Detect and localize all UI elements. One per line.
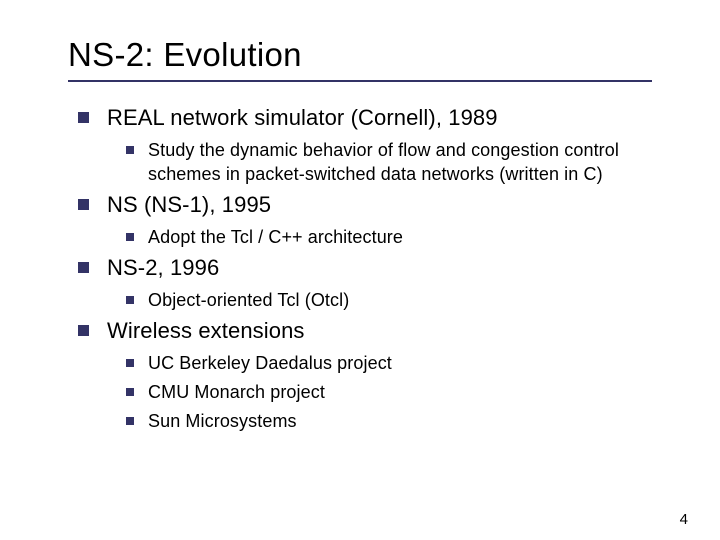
l2-text: Adopt the Tcl / C++ architecture	[148, 225, 403, 249]
page-number: 4	[680, 511, 688, 528]
l1-text: NS-2, 1996	[107, 254, 219, 283]
l2-text: UC Berkeley Daedalus project	[148, 351, 392, 375]
bullet-icon	[126, 146, 134, 154]
bullet-icon	[126, 388, 134, 396]
slide-content: REAL network simulator (Cornell), 1989 S…	[68, 104, 652, 433]
slide: NS-2: Evolution REAL network simulator (…	[0, 0, 720, 540]
bullet-icon	[126, 233, 134, 241]
list-item: Sun Microsystems	[126, 409, 652, 433]
l1-text: NS (NS-1), 1995	[107, 191, 271, 220]
l1-text: REAL network simulator (Cornell), 1989	[107, 104, 498, 133]
slide-title: NS-2: Evolution	[68, 36, 652, 74]
list-item: Object-oriented Tcl (Otcl)	[126, 288, 652, 312]
bullet-icon	[78, 199, 89, 210]
list-item: REAL network simulator (Cornell), 1989	[78, 104, 652, 133]
bullet-icon	[126, 417, 134, 425]
l2-text: Object-oriented Tcl (Otcl)	[148, 288, 349, 312]
list-item: Study the dynamic behavior of flow and c…	[126, 138, 652, 187]
list-item: Adopt the Tcl / C++ architecture	[126, 225, 652, 249]
bullet-icon	[78, 112, 89, 123]
list-item: NS (NS-1), 1995	[78, 191, 652, 220]
bullet-icon	[78, 325, 89, 336]
l2-text: Sun Microsystems	[148, 409, 297, 433]
bullet-icon	[78, 262, 89, 273]
l2-text: CMU Monarch project	[148, 380, 325, 404]
title-underline	[68, 80, 652, 82]
list-item: CMU Monarch project	[126, 380, 652, 404]
bullet-icon	[126, 359, 134, 367]
l1-text: Wireless extensions	[107, 317, 305, 346]
list-item: NS-2, 1996	[78, 254, 652, 283]
list-item: UC Berkeley Daedalus project	[126, 351, 652, 375]
l2-text: Study the dynamic behavior of flow and c…	[148, 138, 652, 187]
bullet-icon	[126, 296, 134, 304]
list-item: Wireless extensions	[78, 317, 652, 346]
